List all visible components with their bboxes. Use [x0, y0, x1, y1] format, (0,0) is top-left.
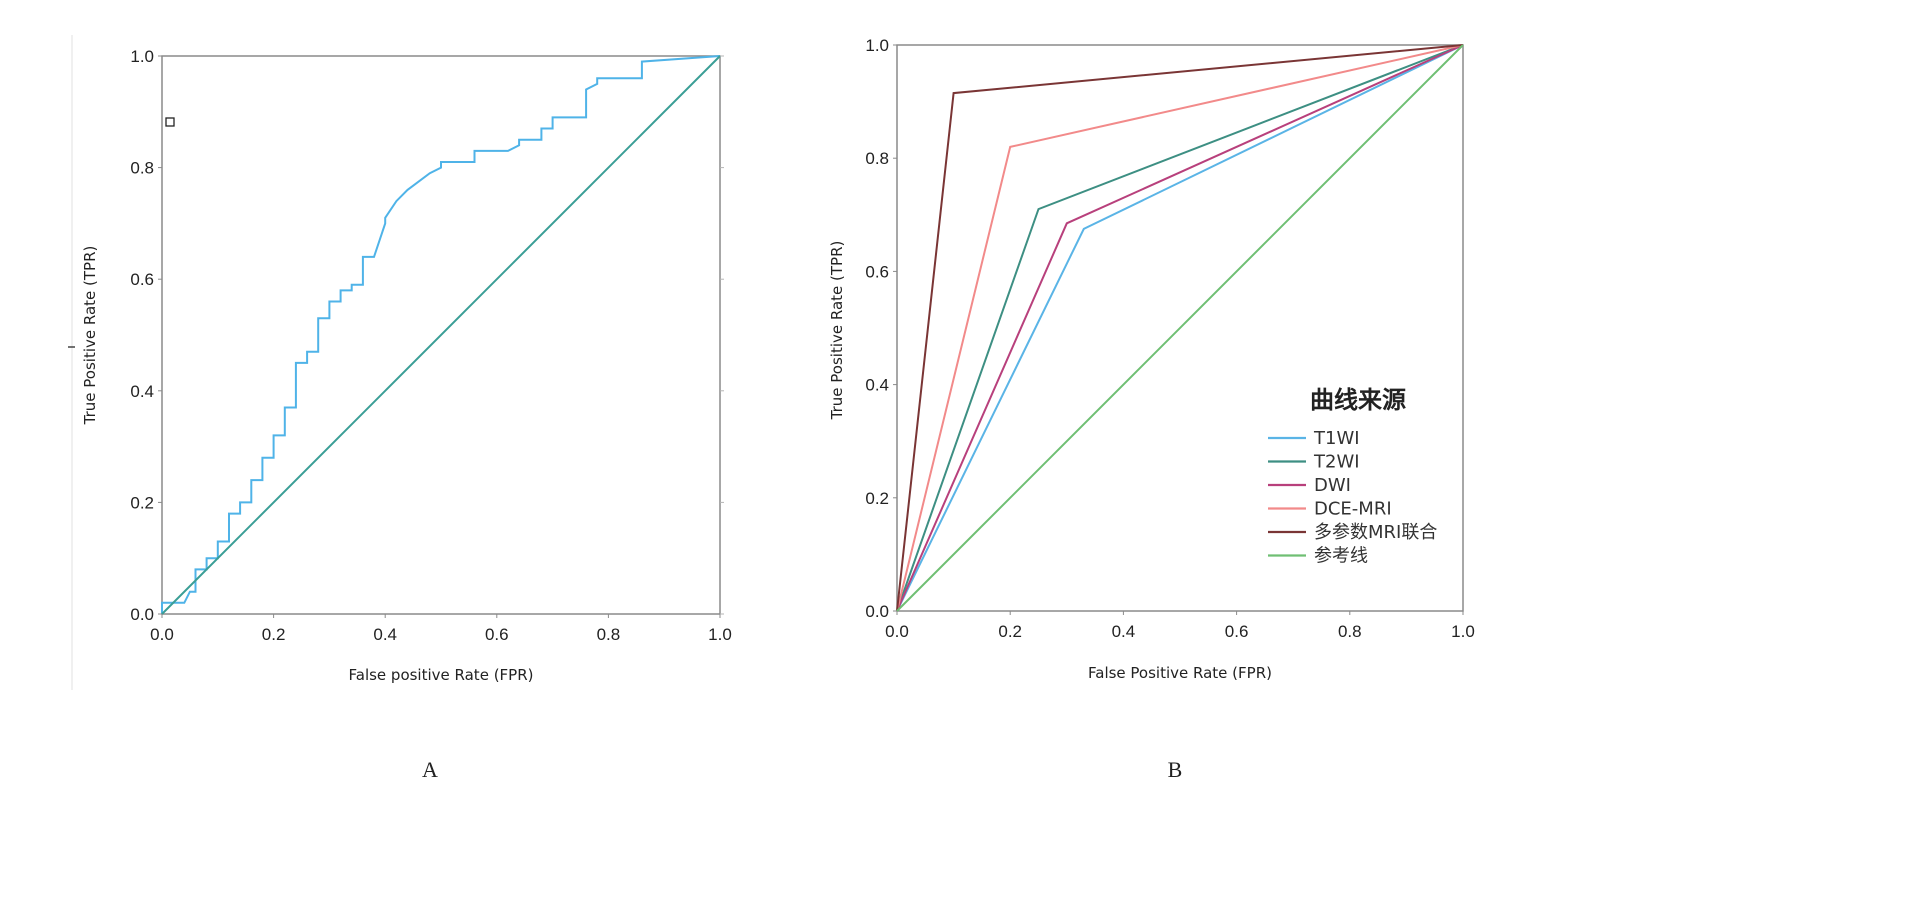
legend-label: 多参数MRI联合 — [1314, 522, 1437, 543]
x-tick-label-b: 0.6 — [1225, 622, 1249, 641]
x-tick-label-a: 0.8 — [597, 625, 621, 644]
marker-square-a — [165, 117, 175, 127]
y-tick-label-a: 1.0 — [130, 47, 154, 66]
roc-chart-a: 0.0 0.2 0.4 0.6 0.8 1.0 0.0 0.2 0.4 0.6 0.8 1.0 Fal… — [68, 35, 732, 782]
legend-label: T1WI — [1313, 428, 1360, 449]
y-tick-label-a: 0.4 — [130, 382, 154, 401]
y-tick-label-a: 0.0 — [130, 605, 154, 624]
y-axis-title-b: True Positive Rate (TPR) — [828, 241, 846, 421]
tick-labels-a: 0.0 0.2 0.4 0.6 0.8 1.0 0.0 0.2 0.4 0.6 0.8 1.0 — [130, 47, 731, 644]
y-tick-label-a: 0.2 — [130, 493, 154, 512]
legend-label: 参考线 — [1314, 546, 1368, 567]
x-tick-label-b: 0.0 — [885, 622, 909, 641]
legend-label: DCE-MRI — [1314, 499, 1392, 520]
series-line-b-0 — [896, 44, 1464, 612]
x-axis-title-a: False positive Rate (FPR) — [349, 666, 534, 684]
series-layer-b — [896, 44, 1464, 612]
x-axis-title-b: False Positive Rate (FPR) — [1088, 664, 1272, 682]
series-line-a-1 — [161, 55, 721, 615]
x-tick-label-b: 1.0 — [1451, 622, 1475, 641]
y-tick-label-b: 0.0 — [865, 602, 889, 621]
y-tick-label-b: 0.2 — [865, 489, 889, 508]
x-tick-label-a: 0.2 — [262, 625, 286, 644]
roc-chart-b: 0.0 0.2 0.4 0.6 0.8 1.0 0.0 0.2 0.4 0.6 0.8 1.0 Fal… — [828, 36, 1475, 782]
series-line-b-2 — [896, 44, 1464, 612]
y-tick-label-b: 0.6 — [865, 262, 889, 281]
legend-title: 曲线来源 — [1310, 386, 1406, 414]
y-axis-title-a: True Positive Rate (TPR) — [81, 246, 99, 426]
tick-labels-b: 0.0 0.2 0.4 0.6 0.8 1.0 0.0 0.2 0.4 0.6 0.8 1.0 — [865, 36, 1474, 641]
x-tick-label-b: 0.8 — [1338, 622, 1362, 641]
x-tick-label-a: 1.0 — [708, 625, 732, 644]
x-tick-label-a: 0.6 — [485, 625, 509, 644]
y-tick-label-a: 0.8 — [130, 159, 154, 178]
panel-label-b: B — [1168, 757, 1183, 782]
series-line-b-4 — [896, 44, 1464, 612]
x-tick-label-a: 0.4 — [373, 625, 397, 644]
series-line-a-0 — [161, 55, 721, 614]
x-tick-label-a: 0.0 — [150, 625, 174, 644]
x-tick-label-b: 0.4 — [1112, 622, 1136, 641]
plot-frame-a — [161, 55, 721, 615]
series-line-b-5 — [896, 44, 1464, 612]
legend-label: T2WI — [1313, 452, 1360, 473]
series-line-b-1 — [896, 44, 1464, 612]
x-tick-label-b: 0.2 — [998, 622, 1022, 641]
series-line-b-3 — [896, 44, 1464, 612]
y-tick-label-b: 0.8 — [865, 149, 889, 168]
y-tick-label-a: 0.6 — [130, 270, 154, 289]
legend-label: DWI — [1314, 475, 1351, 496]
series-layer-a — [161, 55, 721, 615]
y-tick-label-b: 0.4 — [865, 376, 889, 395]
panel-label-a: A — [422, 757, 438, 782]
plot-frame-b — [896, 44, 1464, 612]
y-tick-label-b: 1.0 — [865, 36, 889, 55]
